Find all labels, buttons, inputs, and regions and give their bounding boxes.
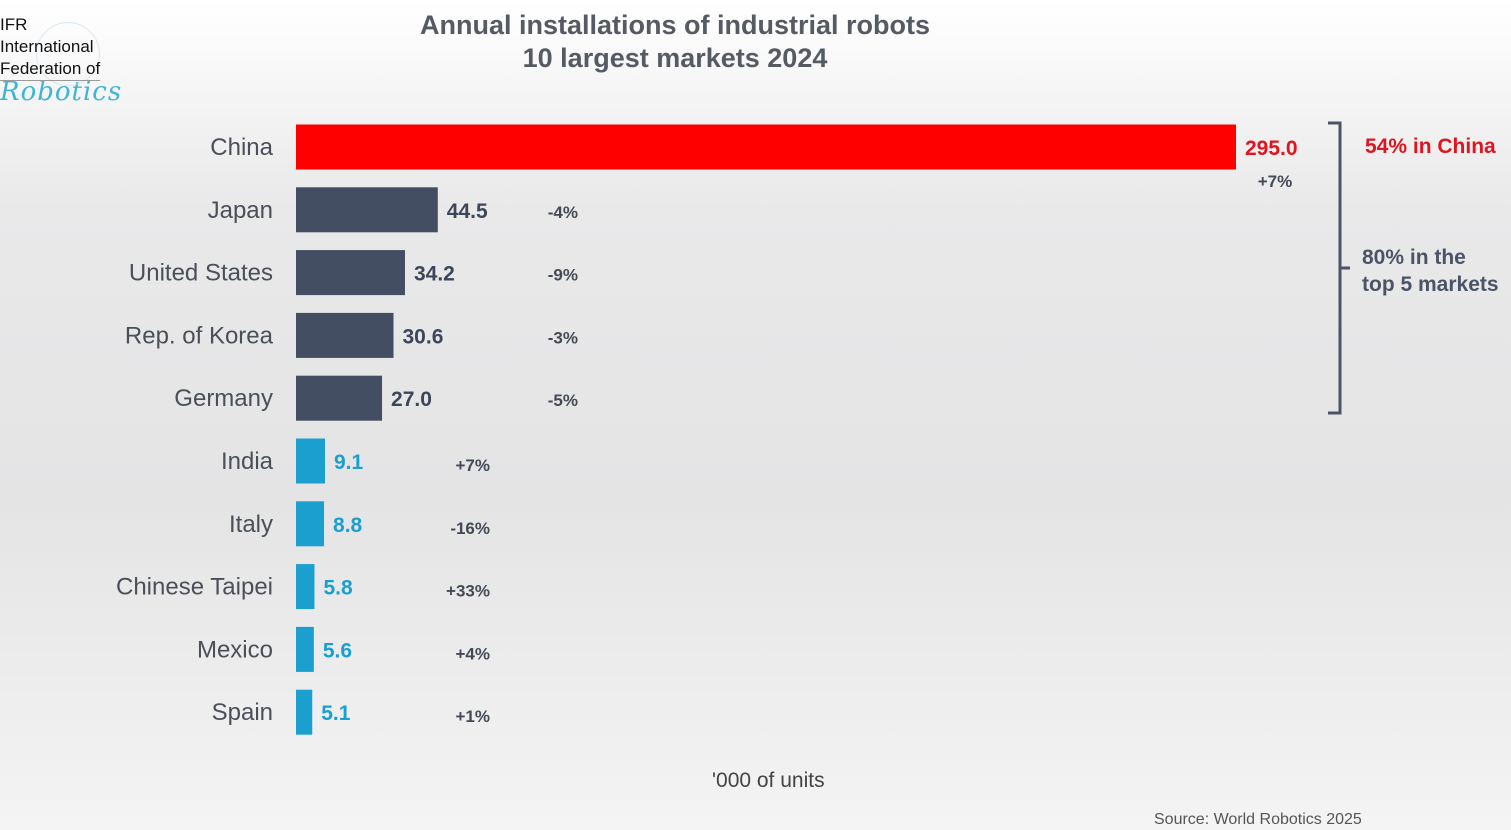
value-label: 34.2 [414, 263, 455, 286]
bar [296, 564, 315, 610]
value-label: 295.0 [1245, 137, 1298, 160]
x-axis-label: '000 of units [712, 769, 825, 792]
value-label: 5.1 [321, 702, 351, 725]
change-label: +1% [456, 707, 491, 726]
value-label: 30.6 [403, 325, 444, 348]
chart-title: Annual installations of industrial robot… [419, 10, 931, 40]
bar [296, 187, 438, 233]
change-label: +7% [1258, 172, 1293, 191]
category-label: Rep. of Korea [125, 322, 274, 349]
category-label: Chinese Taipei [116, 574, 273, 601]
value-label: 44.5 [447, 200, 488, 223]
category-label: Mexico [197, 636, 273, 663]
category-label: Germany [174, 385, 273, 412]
change-label: -3% [548, 328, 578, 347]
top5-annotation-line1: 80% in the [1362, 246, 1466, 269]
category-label: Japan [208, 197, 273, 224]
bar [296, 689, 313, 735]
category-label: India [221, 448, 274, 475]
top5-bracket [1328, 121, 1350, 415]
logo-line: IFR [0, 15, 28, 34]
value-label: 5.6 [323, 639, 352, 662]
change-label: -5% [548, 391, 578, 410]
bar [296, 438, 325, 484]
bar [296, 375, 383, 421]
chart-subtitle: 10 largest markets 2024 [522, 43, 828, 73]
value-label: 9.1 [334, 451, 364, 474]
change-label: -9% [548, 266, 578, 285]
logo-line: Federation of [0, 58, 101, 81]
value-label: 27.0 [391, 388, 432, 411]
bar [296, 312, 394, 358]
change-label: +7% [456, 456, 491, 475]
globe-icon [36, 22, 100, 86]
category-label: Italy [229, 511, 273, 538]
value-label: 5.8 [323, 577, 353, 600]
change-label: +33% [446, 582, 490, 601]
bar [296, 250, 405, 296]
category-label: Spain [212, 699, 273, 726]
change-label: +4% [456, 644, 491, 663]
top5-annotation-line2: top 5 markets [1362, 273, 1499, 296]
ifr-logo: IFR International Federation of Robotics [0, 14, 122, 105]
category-label: United States [129, 260, 273, 287]
logo-line: International [0, 37, 94, 56]
change-label: -4% [548, 203, 578, 222]
bar [296, 626, 314, 672]
china-share-annotation: 54% in China [1365, 135, 1496, 158]
bar [296, 124, 1236, 170]
bar [296, 501, 325, 547]
category-label: China [210, 134, 273, 161]
change-label: -16% [450, 519, 490, 538]
value-label: 8.8 [333, 514, 363, 537]
source-note: Source: World Robotics 2025 [1154, 811, 1362, 828]
